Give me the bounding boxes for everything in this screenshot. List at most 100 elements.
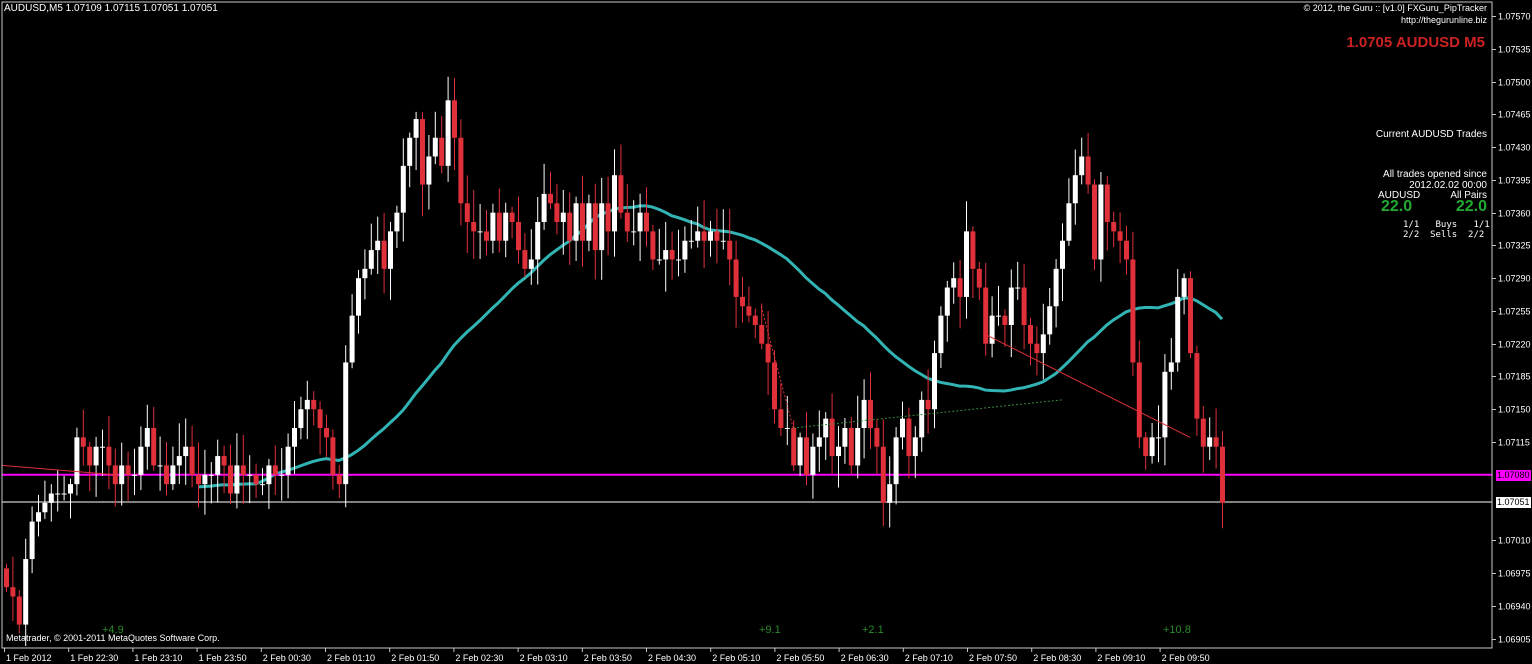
candle-body	[1040, 334, 1046, 354]
candle-body	[234, 465, 240, 494]
candle-body	[554, 203, 560, 223]
candle-body	[1066, 203, 1072, 241]
candle-body	[164, 465, 169, 485]
candle	[368, 223, 374, 275]
candle	[842, 418, 848, 464]
y-axis-label: 1.07185	[1498, 372, 1531, 382]
candle	[580, 175, 585, 267]
candle-body	[586, 203, 592, 241]
candle-body	[605, 203, 611, 232]
candle	[400, 138, 406, 242]
candle-body	[458, 137, 464, 204]
candle	[260, 468, 265, 496]
candle	[157, 436, 163, 491]
candle	[343, 345, 349, 508]
panel-since-line2: 2012.02.02 00:00	[1409, 180, 1487, 191]
candle-body	[298, 409, 304, 428]
candle	[1079, 137, 1085, 185]
candle	[919, 391, 925, 452]
candle-body	[669, 250, 675, 260]
candle-body	[823, 418, 829, 438]
indicator-copyright: © 2012, the Guru :: [v1.0] FXGuru_PipTra…	[1303, 3, 1487, 13]
chart-frame	[1, 1, 1493, 649]
candle-body	[1092, 184, 1097, 260]
candle-body	[1194, 353, 1200, 419]
candle	[484, 209, 489, 256]
y-axis-label: 1.07395	[1498, 176, 1531, 186]
candle-body	[356, 278, 361, 316]
x-axis-label: 2 Feb 02:30	[455, 653, 503, 663]
candle	[477, 203, 483, 259]
candle-body	[842, 427, 848, 447]
candle	[375, 216, 381, 274]
candle-body	[464, 203, 470, 223]
candle	[413, 111, 419, 170]
candle-body	[253, 474, 259, 485]
candle-body	[560, 212, 566, 223]
candle-body	[784, 427, 790, 429]
candle-body	[151, 427, 157, 466]
candle-body	[1200, 418, 1206, 447]
candle-body	[394, 212, 400, 232]
candle-body	[797, 437, 803, 466]
candle-body	[708, 231, 713, 241]
candle	[1015, 261, 1021, 300]
candle	[36, 494, 41, 537]
candle	[560, 189, 566, 255]
candle-body	[1168, 362, 1174, 372]
candle-body	[509, 212, 515, 223]
candle-body	[484, 231, 489, 241]
candle	[996, 285, 1001, 326]
candle-body	[1085, 156, 1091, 185]
panel-pips-left: 22.0	[1381, 198, 1413, 215]
x-axis-label: 2 Feb 07:10	[905, 653, 953, 663]
candle	[784, 395, 790, 446]
candle-body	[1060, 240, 1065, 269]
candle	[496, 188, 502, 253]
y-axis-label: 1.07255	[1498, 307, 1531, 317]
y-axis-label: 1.07465	[1498, 110, 1531, 120]
panel-title: Current AUDUSD Trades	[1375, 129, 1487, 140]
horizontal-line-price-tag: 1.07080	[1496, 469, 1531, 481]
candle-body	[426, 156, 432, 185]
x-axis-label: 2 Feb 09:50	[1162, 653, 1210, 663]
candle-body	[112, 465, 118, 485]
candle-body	[983, 287, 989, 344]
candle-body	[912, 437, 918, 457]
candle-body	[522, 250, 528, 269]
candle-body	[528, 259, 534, 269]
candle	[311, 391, 317, 426]
candle	[925, 369, 931, 434]
candle-body	[868, 399, 873, 428]
x-axis-label: 2 Feb 05:10	[712, 653, 760, 663]
candle-body	[407, 137, 413, 166]
candle-body	[1021, 287, 1027, 325]
candle	[228, 444, 233, 504]
candle-body	[100, 446, 105, 448]
candle-body	[752, 315, 758, 325]
candle-body	[106, 446, 112, 466]
candle	[887, 456, 893, 528]
candle	[695, 206, 701, 248]
candle	[183, 418, 189, 485]
candle-body	[496, 212, 502, 241]
y-axis-label: 1.07430	[1498, 143, 1531, 153]
candle-body	[55, 493, 61, 495]
candle	[132, 448, 137, 496]
candle-body	[1047, 306, 1053, 335]
candle-body	[631, 231, 637, 233]
candle-body	[490, 212, 496, 241]
candle-body	[624, 212, 630, 232]
candle-body	[266, 465, 272, 485]
candle	[48, 484, 54, 522]
candle-body	[1175, 296, 1181, 363]
candle-body	[1015, 287, 1021, 289]
candle-body	[919, 399, 925, 438]
candle-body	[1207, 437, 1213, 447]
candle	[490, 203, 496, 254]
candle	[298, 396, 304, 440]
x-axis-label: 2 Feb 06:30	[841, 653, 889, 663]
candle-body	[989, 315, 995, 344]
